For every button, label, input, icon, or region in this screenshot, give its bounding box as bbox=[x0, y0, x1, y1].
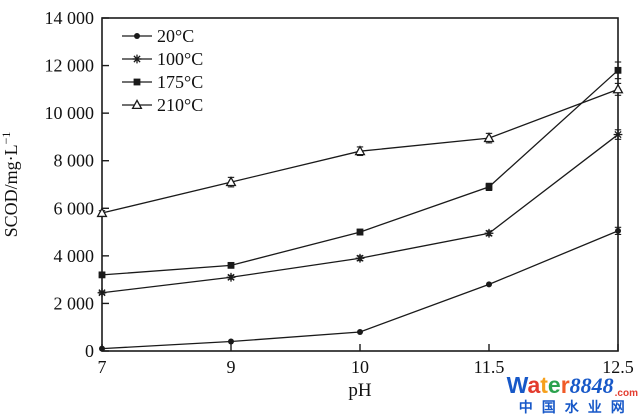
x-tick-label: 10 bbox=[351, 357, 369, 377]
watermark-brand-tld: .com bbox=[614, 388, 638, 399]
legend-label: 175°C bbox=[157, 72, 203, 92]
legend-label: 100°C bbox=[157, 49, 203, 69]
x-axis: 7 9 10 11.5 12.5 pH bbox=[98, 344, 634, 401]
y-tick-label: 2 000 bbox=[54, 293, 95, 313]
series-100c bbox=[97, 129, 623, 298]
watermark-letter: W bbox=[506, 372, 528, 398]
x-tick-label: 11.5 bbox=[474, 357, 505, 377]
legend-label: 20°C bbox=[157, 26, 194, 46]
watermark-letter: t bbox=[540, 372, 548, 398]
y-axis: 0 2 000 4 000 6 000 8 000 10 000 12 000 14 000 bbox=[45, 8, 109, 361]
x-tick-label: 9 bbox=[227, 357, 236, 377]
legend-item-20c: 20°C bbox=[122, 26, 194, 46]
x-axis-title: pH bbox=[348, 380, 372, 401]
watermark-brand-word: Water bbox=[507, 372, 570, 398]
watermark-subtitle: 中国水业网 bbox=[518, 399, 634, 415]
y-axis-title: SCOD/mg·L−1 bbox=[0, 132, 21, 238]
legend: 20°C 100°C 175°C 210°C bbox=[122, 26, 203, 115]
y-tick-label: 12 000 bbox=[45, 56, 95, 76]
legend-label: 210°C bbox=[157, 95, 203, 115]
series-175c bbox=[98, 61, 622, 279]
y-tick-label: 10 000 bbox=[45, 103, 95, 123]
watermark-letter: r bbox=[560, 372, 570, 398]
series-20c bbox=[99, 226, 622, 352]
watermark-brand: Water8848.com bbox=[507, 372, 638, 399]
watermark-letter: a bbox=[527, 372, 541, 398]
legend-item-175c: 175°C bbox=[122, 72, 203, 92]
watermark-letter: e bbox=[547, 372, 561, 398]
watermark: Water8848.com 中国水业网 bbox=[507, 372, 638, 415]
legend-item-210c: 210°C bbox=[122, 95, 203, 115]
series-210c bbox=[96, 82, 624, 218]
y-tick-label: 4 000 bbox=[54, 246, 95, 266]
legend-item-100c: 100°C bbox=[122, 49, 203, 69]
x-tick-label: 7 bbox=[98, 357, 107, 377]
y-tick-label: 8 000 bbox=[54, 151, 95, 171]
x-tick-label: 12.5 bbox=[602, 357, 634, 377]
y-tick-label: 0 bbox=[85, 341, 94, 361]
y-tick-label: 14 000 bbox=[45, 8, 95, 28]
watermark-brand-number: 8848 bbox=[569, 373, 614, 398]
y-tick-label: 6 000 bbox=[54, 198, 95, 218]
